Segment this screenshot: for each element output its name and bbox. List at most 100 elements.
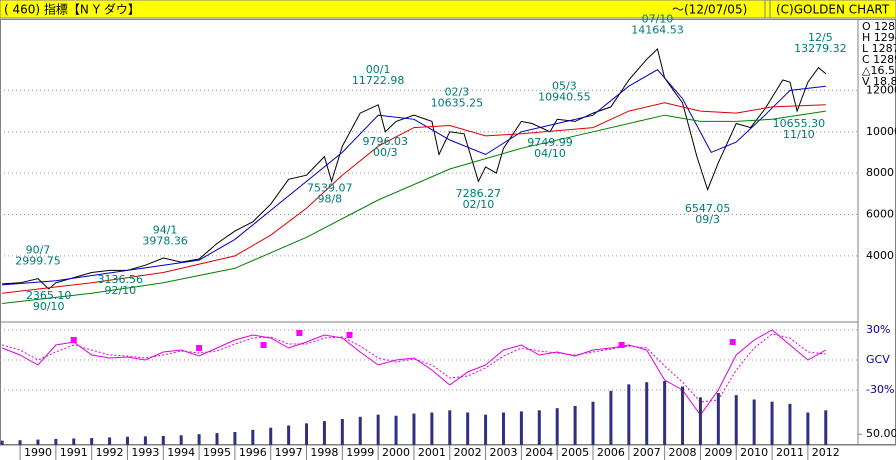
annotation: 10635.25 bbox=[431, 97, 484, 110]
series-line bbox=[2, 48, 827, 290]
volume-bar bbox=[770, 401, 774, 445]
annotation: 02/10 bbox=[463, 198, 495, 211]
x-tick-label: 1992 bbox=[96, 446, 124, 459]
volume-bar bbox=[734, 395, 738, 445]
y-tick-label: 12000 bbox=[866, 83, 896, 96]
volume-bar bbox=[90, 438, 94, 445]
x-tick-label: 2005 bbox=[561, 446, 589, 459]
volume-bar bbox=[394, 415, 398, 445]
volume-bar bbox=[287, 425, 291, 445]
marker bbox=[296, 330, 303, 336]
quote-line: C 12897 bbox=[862, 53, 896, 66]
annotation: 05/3 bbox=[552, 79, 577, 92]
volume-bar bbox=[197, 434, 201, 445]
volume-bar bbox=[824, 410, 828, 445]
annotation: 90/7 bbox=[26, 244, 51, 257]
annotation: 04/10 bbox=[534, 147, 566, 160]
x-tick-label: 2003 bbox=[489, 446, 517, 459]
marker bbox=[618, 342, 625, 348]
volume-bar bbox=[663, 381, 667, 445]
x-tick-label: 1999 bbox=[346, 446, 374, 459]
volume-bar bbox=[125, 436, 129, 445]
header-date: ～(12/07/05) bbox=[672, 3, 747, 17]
volume-bar bbox=[645, 382, 649, 445]
annotation: 3136.56 bbox=[98, 273, 144, 286]
annotation: 09/3 bbox=[695, 213, 720, 226]
annotation: 90/10 bbox=[33, 300, 65, 313]
annotation: 98/8 bbox=[317, 193, 342, 206]
annotation: 2365.10 bbox=[26, 289, 72, 302]
quote-line: O 12871 bbox=[862, 20, 896, 33]
volume-bar bbox=[448, 410, 452, 445]
x-tick-label: 2008 bbox=[669, 446, 697, 459]
volume-bar bbox=[233, 432, 237, 445]
volume-bar bbox=[466, 412, 470, 445]
volume-bar bbox=[143, 436, 147, 445]
annotation: 13279.32 bbox=[794, 42, 847, 55]
x-tick-label: 1993 bbox=[131, 446, 159, 459]
annotation: 02/3 bbox=[445, 86, 470, 99]
volume-bar bbox=[627, 384, 631, 445]
quote-line: V 18.8 bbox=[862, 75, 896, 88]
volume-bar bbox=[788, 403, 792, 445]
quote-line: △16.58 bbox=[862, 64, 896, 77]
series-line bbox=[2, 110, 826, 304]
series-line bbox=[1, 329, 827, 416]
volume-bar bbox=[591, 401, 595, 445]
volume-bar bbox=[358, 416, 362, 445]
y-tick-label: GCV bbox=[866, 353, 890, 366]
volume-bar bbox=[609, 390, 613, 445]
header-title: ( 460) 指標【N Y ダウ】 bbox=[4, 2, 140, 17]
annotation: 9796.03 bbox=[363, 135, 409, 148]
annotation: 11/10 bbox=[783, 128, 815, 141]
y-tick-label: 8000 bbox=[866, 166, 894, 179]
x-tick-label: 2011 bbox=[776, 446, 804, 459]
volume-bar bbox=[340, 419, 344, 445]
volume-bar bbox=[501, 412, 505, 445]
annotation: 94/1 bbox=[153, 223, 178, 236]
volume-bar bbox=[18, 440, 22, 445]
volume-bar bbox=[519, 411, 523, 445]
volume-bar bbox=[752, 399, 756, 445]
x-tick-label: 2010 bbox=[740, 446, 768, 459]
annotation: 00/1 bbox=[366, 63, 391, 76]
x-tick-label: 1997 bbox=[275, 446, 303, 459]
x-tick-label: 2006 bbox=[597, 446, 625, 459]
x-tick-label: 2012 bbox=[812, 446, 840, 459]
volume-bar bbox=[806, 412, 810, 445]
header-copyright: (C)GOLDEN CHART bbox=[776, 3, 890, 17]
x-tick-label: 2004 bbox=[525, 446, 553, 459]
quote-line: H 12944 bbox=[862, 31, 896, 44]
marker bbox=[196, 345, 203, 351]
volume-bar bbox=[305, 423, 309, 445]
marker bbox=[70, 337, 77, 343]
volume-bar bbox=[376, 414, 380, 445]
series-line bbox=[1, 333, 826, 403]
annotation: 2999.75 bbox=[15, 255, 61, 268]
volume-bar bbox=[269, 427, 273, 445]
x-tick-label: 2009 bbox=[704, 446, 732, 459]
series-line bbox=[2, 102, 826, 294]
x-tick-label: 2000 bbox=[382, 446, 410, 459]
volume-bar bbox=[573, 406, 577, 445]
y-tick-label: 30% bbox=[866, 323, 890, 336]
x-tick-label: 1990 bbox=[24, 446, 52, 459]
y-tick-label: 4000 bbox=[866, 249, 894, 262]
annotation: 3978.36 bbox=[142, 234, 188, 247]
annotation: 7286.27 bbox=[456, 187, 502, 200]
y-tick-label: -30% bbox=[866, 383, 894, 396]
x-tick-label: 1994 bbox=[167, 446, 195, 459]
y-tick-label: 6000 bbox=[866, 208, 894, 221]
volume-bar bbox=[54, 438, 58, 445]
marker bbox=[729, 339, 736, 345]
quote-line: L 12871 bbox=[862, 42, 896, 55]
volume-bar bbox=[537, 410, 541, 445]
volume-bar bbox=[412, 413, 416, 445]
annotation: 10655.30 bbox=[773, 117, 826, 130]
series-line bbox=[2, 69, 826, 286]
volume-bar bbox=[555, 408, 559, 445]
annotation: 14164.53 bbox=[631, 24, 684, 37]
volume-bar bbox=[322, 421, 326, 445]
